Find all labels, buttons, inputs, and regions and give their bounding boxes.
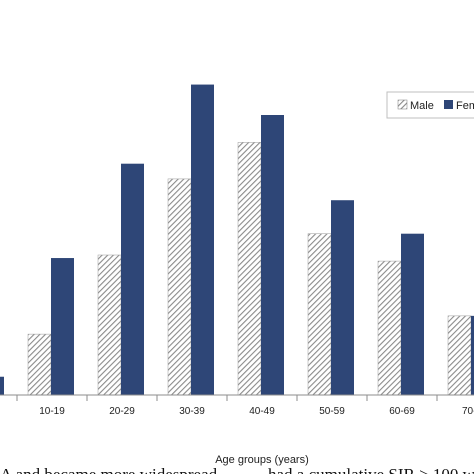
bar-female-70-79: [471, 315, 474, 395]
legend-swatch-female: [444, 100, 453, 109]
bar-male-30-39: [167, 178, 192, 396]
bar-male-40-49: [237, 142, 262, 396]
legend-label-male: Male: [410, 100, 434, 112]
x-tick-labels-group: 10-19 20-29 30-39 40-49 50-59 60-69 70-7: [39, 406, 474, 417]
bar-female-20-29: [121, 163, 144, 395]
x-ticks-group: [16, 395, 438, 401]
bar-female-40-49: [261, 115, 284, 395]
caption-fragment: A and became more widespread had a cumul…: [0, 465, 474, 474]
bar-male-20-29: [97, 254, 122, 396]
x-tick-label-10-19: 10-19: [39, 406, 65, 417]
bar-female-60-69: [401, 233, 424, 395]
x-tick-label-20-29: 20-29: [109, 406, 135, 417]
x-tick-label-40-49: 40-49: [249, 406, 275, 417]
bar-female-10-19: [51, 258, 74, 395]
bar-female-30-39: [191, 84, 214, 395]
x-axis-title: Age groups (years): [215, 454, 309, 466]
x-tick-label-60-69: 60-69: [389, 406, 415, 417]
caption-left-text: A and became more widespread: [0, 465, 218, 474]
bar-female-50-59: [331, 200, 354, 395]
caption-right-text: had a cumulative SIR > 100 wh: [268, 465, 474, 474]
x-tick-label-70-79: 70-7: [462, 406, 474, 417]
bars-group: [0, 84, 474, 396]
bar-male-50-59: [307, 233, 332, 396]
legend-swatch-male: [397, 99, 408, 110]
bar-male-10-19: [27, 333, 52, 396]
legend-label-female: Fem: [456, 100, 474, 112]
x-tick-label-30-39: 30-39: [179, 406, 205, 417]
legend-box: [386, 91, 474, 119]
x-tick-label-50-59: 50-59: [319, 406, 345, 417]
legend: Male Fem: [386, 91, 474, 119]
bar-male-70-79: [447, 315, 472, 396]
bar-male-60-69: [377, 260, 402, 396]
bar-female-0-9: [0, 376, 4, 395]
